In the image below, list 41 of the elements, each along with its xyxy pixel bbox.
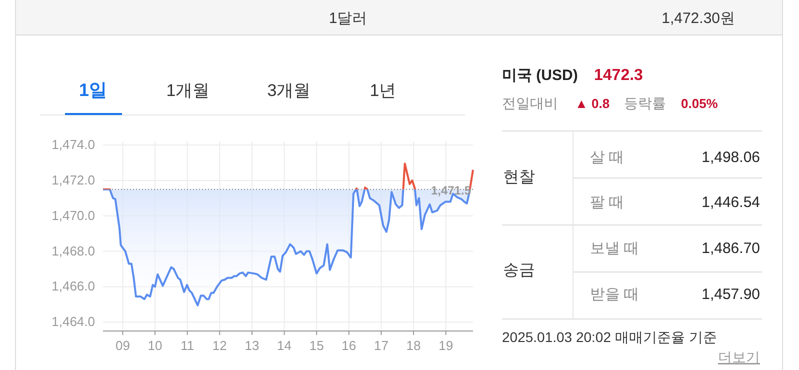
text: 현찰 — [503, 169, 535, 186]
x-tick-label: 09 — [115, 338, 130, 353]
y-tick-label: 1,468.0 — [52, 243, 95, 258]
text: 1년 — [370, 81, 396, 100]
text: 1,457.90 — [702, 286, 760, 303]
x-tick-label: 10 — [148, 338, 162, 353]
x-tick-label: 11 — [180, 338, 194, 353]
text: 송금 — [503, 262, 535, 279]
text: 더보기 — [718, 349, 760, 365]
text: 0.05% — [681, 96, 718, 111]
x-tick-label: 16 — [342, 338, 356, 353]
x-tick-label: 12 — [212, 338, 227, 353]
text: 미국 (USD) — [502, 67, 578, 84]
text: 보낼 때 — [590, 240, 640, 257]
y-tick-label: 1,470.0 — [52, 208, 95, 223]
text: 1,446.54 — [702, 194, 760, 211]
text: 받을 때 — [590, 286, 640, 303]
x-tick-label: 18 — [406, 338, 421, 353]
text: 팔 때 — [590, 194, 624, 211]
text: 2025.01.03 20:02 매매기준율 기준 — [502, 329, 717, 345]
text: 1,498.06 — [702, 149, 760, 166]
text: 1달러 — [328, 10, 368, 27]
x-tick-label: 13 — [244, 338, 260, 353]
y-tick-label: 1,466.0 — [52, 278, 95, 294]
text: 1472.3 — [594, 67, 644, 84]
text: 1,486.70 — [702, 240, 760, 257]
text: 살 때 — [590, 149, 624, 166]
y-tick-label: 1,464.0 — [52, 314, 95, 330]
text: 등락률 — [624, 95, 666, 111]
text: 1개월 — [166, 81, 210, 100]
text: 전일대비 — [502, 95, 558, 111]
text: 1일 — [78, 80, 108, 100]
x-tick-label: 19 — [438, 338, 454, 353]
x-tick-label: 14 — [277, 338, 292, 353]
y-tick-label: 1,474.0 — [52, 137, 95, 152]
y-tick-label: 1,472.0 — [52, 172, 95, 188]
x-tick-label: 15 — [309, 338, 324, 353]
text: 3개월 — [267, 81, 311, 100]
text: 1,472.30원 — [662, 10, 735, 27]
text: ▲ 0.8 — [575, 96, 610, 111]
x-tick-label: 17 — [374, 338, 388, 353]
